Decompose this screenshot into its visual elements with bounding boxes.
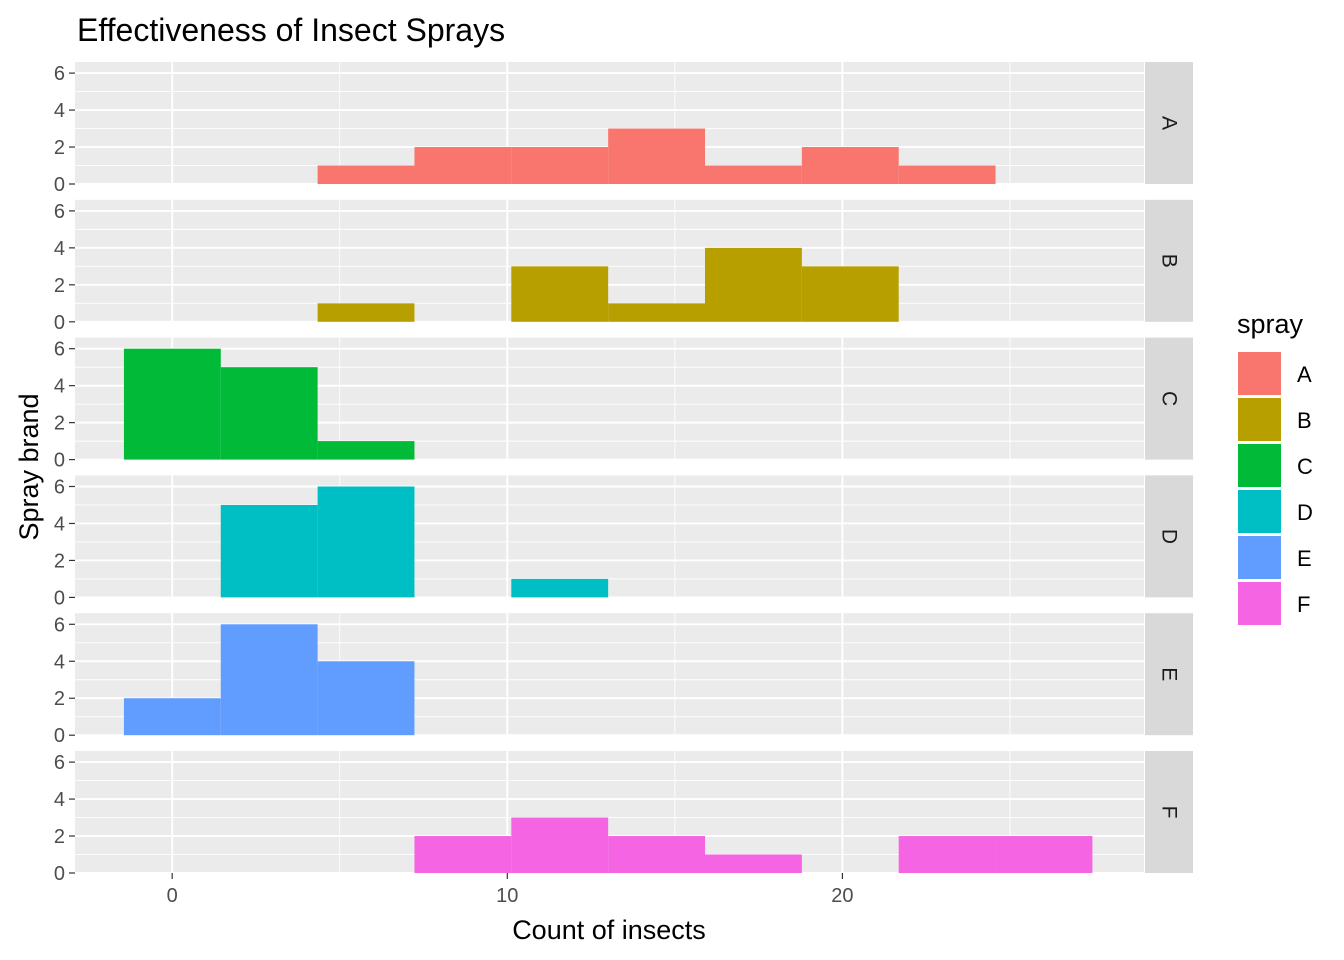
facet-panel-b: 0 2 4 6 B (54, 199, 1193, 334)
legend-item-a: A (1238, 352, 1312, 395)
facet-strip-label: D (1158, 529, 1181, 544)
legend-label: C (1297, 454, 1313, 479)
histogram-bar (317, 441, 415, 460)
y-tick-label: 4 (54, 100, 65, 122)
histogram-bar (317, 661, 415, 736)
panel-background (75, 199, 1144, 322)
y-tick-label: 6 (54, 339, 65, 361)
legend-swatch (1238, 444, 1281, 487)
legend-item-c: C (1238, 444, 1313, 487)
legend-item-d: D (1238, 490, 1313, 533)
histogram-bar (705, 247, 802, 322)
histogram-bar (705, 854, 802, 873)
x-tick-label: 0 (167, 885, 178, 907)
facet-panel-f: 0 2 4 6 F (54, 751, 1193, 885)
x-tick-label: 20 (831, 885, 853, 907)
facet-strip (1145, 62, 1193, 184)
x-axis: 0 10 20 (167, 873, 854, 907)
y-tick-label: 4 (54, 513, 65, 535)
y-tick-label: 0 (54, 174, 65, 196)
x-tick-label: 10 (496, 885, 518, 907)
y-tick-label: 2 (54, 137, 65, 159)
x-axis-title: Count of insects (512, 915, 706, 945)
y-tick-label: 0 (54, 587, 65, 609)
facet-panel-c: 0 2 4 6 C (54, 337, 1193, 472)
facet-strip (1145, 751, 1193, 873)
histogram-bar (511, 147, 609, 184)
y-tick-label: 4 (54, 651, 65, 673)
histogram-bar (220, 367, 318, 460)
legend-label: F (1297, 592, 1310, 617)
y-tick-label: 0 (54, 863, 65, 885)
legend-label: D (1297, 500, 1313, 525)
y-tick-label: 2 (54, 275, 65, 297)
histogram-bar (317, 165, 415, 184)
histogram-bar (608, 128, 706, 184)
facet-strip-label: B (1158, 254, 1181, 268)
facet-panel-e: 0 2 4 6 E (54, 613, 1193, 747)
legend-swatch (1238, 536, 1281, 579)
histogram-bar (705, 165, 802, 184)
facet-panel-a: 0 2 4 6 A (54, 62, 1193, 196)
facet-strip (1145, 337, 1193, 460)
legend-title: spray (1237, 309, 1304, 339)
y-tick-label: 2 (54, 550, 65, 572)
histogram-bar (608, 836, 706, 873)
y-tick-label: 6 (54, 201, 65, 223)
y-tick-label: 6 (54, 63, 65, 85)
y-tick-label: 0 (54, 725, 65, 747)
histogram-bar (801, 266, 899, 322)
facet-strip (1145, 199, 1193, 322)
legend-label: E (1297, 546, 1312, 571)
histogram-bar (608, 303, 706, 322)
legend-item-b: B (1238, 398, 1312, 441)
facet-strip-label: F (1158, 806, 1181, 819)
y-tick-label: 4 (54, 376, 65, 398)
legend-item-e: E (1238, 536, 1312, 579)
histogram-bar (801, 147, 899, 184)
facet-strip-label: C (1158, 391, 1181, 406)
y-tick-label: 2 (54, 826, 65, 848)
chart-title: Effectiveness of Insect Sprays (77, 12, 505, 48)
facet-strip (1145, 475, 1193, 598)
legend-swatch (1238, 582, 1281, 625)
y-tick-label: 2 (54, 413, 65, 435)
legend-item-f: F (1238, 582, 1310, 625)
histogram-bar (414, 147, 512, 184)
facet-strip (1145, 613, 1193, 736)
legend-swatch (1238, 352, 1281, 395)
legend-swatch (1238, 398, 1281, 441)
y-tick-label: 2 (54, 688, 65, 710)
y-tick-label: 4 (54, 238, 65, 260)
facet-panels: 0 2 4 6 A 0 2 4 6 B 0 2 4 6 C 0 2 4 6 D 0 2 4 6 E 0 2 4 6 F (54, 62, 1193, 885)
histogram-bar (123, 698, 221, 736)
histogram-bar (317, 303, 415, 322)
histogram-bar (317, 486, 415, 598)
histogram-bar (414, 836, 512, 873)
legend-swatch (1238, 490, 1281, 533)
histogram-bar (511, 817, 609, 873)
y-axis-title: Spray brand (14, 393, 44, 540)
histogram-bar (898, 836, 996, 873)
histogram-bar (995, 836, 1093, 873)
histogram-bar (220, 504, 318, 598)
histogram-bar (123, 348, 221, 460)
facet-strip-label: A (1158, 116, 1181, 130)
facet-panel-d: 0 2 4 6 D (54, 475, 1193, 609)
legend-label: A (1297, 362, 1312, 387)
y-tick-label: 4 (54, 789, 65, 811)
histogram-bar (511, 266, 609, 322)
y-tick-label: 0 (54, 312, 65, 334)
legend-label: B (1297, 408, 1312, 433)
y-tick-label: 0 (54, 450, 65, 472)
y-tick-label: 6 (54, 476, 65, 498)
facet-strip-label: E (1158, 667, 1181, 681)
histogram-bar (898, 165, 996, 184)
histogram-bar (511, 578, 609, 598)
y-tick-label: 6 (54, 614, 65, 636)
y-tick-label: 6 (54, 752, 65, 774)
histogram-bar (220, 624, 318, 736)
